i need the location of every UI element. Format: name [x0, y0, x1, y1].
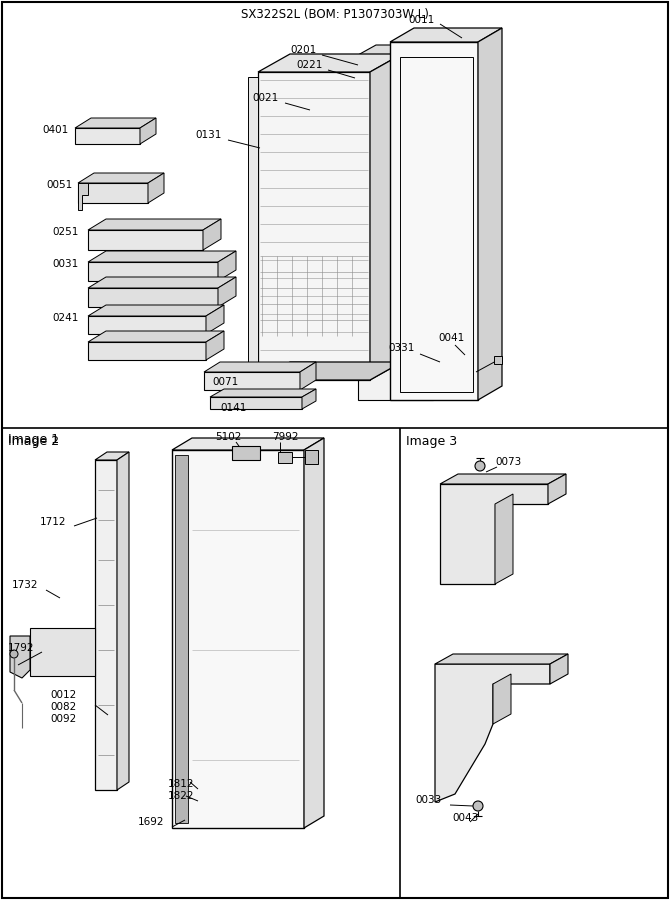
Text: 1732: 1732	[12, 580, 38, 590]
Polygon shape	[117, 452, 129, 790]
Polygon shape	[75, 118, 156, 128]
Polygon shape	[172, 450, 304, 828]
Polygon shape	[278, 452, 292, 463]
Polygon shape	[258, 54, 402, 72]
Polygon shape	[203, 219, 221, 250]
Polygon shape	[88, 219, 221, 230]
Text: 0031: 0031	[52, 259, 78, 269]
Text: Image 2: Image 2	[8, 435, 59, 448]
Text: 5102: 5102	[215, 432, 241, 442]
Polygon shape	[88, 230, 203, 250]
Circle shape	[10, 650, 18, 658]
Text: 0033: 0033	[415, 795, 442, 805]
Polygon shape	[140, 118, 156, 144]
Polygon shape	[75, 128, 140, 144]
Text: 0401: 0401	[42, 125, 68, 135]
Polygon shape	[478, 28, 502, 400]
Text: 0043: 0043	[452, 813, 478, 823]
Text: 0221: 0221	[296, 60, 322, 70]
Polygon shape	[300, 362, 316, 390]
Text: SX322S2L (BOM: P1307303W L): SX322S2L (BOM: P1307303W L)	[241, 8, 429, 21]
Text: 0241: 0241	[52, 313, 78, 323]
Polygon shape	[435, 664, 550, 802]
Polygon shape	[258, 72, 370, 380]
Text: 0071: 0071	[212, 377, 239, 387]
Polygon shape	[302, 389, 316, 409]
Polygon shape	[204, 362, 316, 372]
Polygon shape	[218, 251, 236, 281]
Polygon shape	[210, 397, 302, 409]
Polygon shape	[88, 316, 206, 334]
Polygon shape	[435, 654, 568, 664]
Text: 0051: 0051	[46, 180, 72, 190]
Text: 0131: 0131	[195, 130, 221, 140]
Polygon shape	[88, 305, 224, 316]
Polygon shape	[218, 277, 236, 307]
Text: 0251: 0251	[52, 227, 78, 237]
Text: 0011: 0011	[408, 15, 434, 25]
Polygon shape	[88, 262, 218, 281]
Text: 1812: 1812	[168, 779, 194, 789]
Text: 0041: 0041	[438, 333, 464, 343]
Polygon shape	[494, 356, 502, 364]
Circle shape	[473, 801, 483, 811]
Text: 0331: 0331	[388, 343, 414, 353]
Polygon shape	[370, 54, 402, 380]
Polygon shape	[95, 460, 117, 790]
Polygon shape	[88, 251, 236, 262]
Polygon shape	[88, 342, 206, 360]
Polygon shape	[175, 455, 188, 823]
Polygon shape	[206, 331, 224, 360]
Polygon shape	[440, 484, 548, 584]
Polygon shape	[390, 42, 478, 400]
Polygon shape	[88, 277, 236, 288]
Text: 0021: 0021	[252, 93, 278, 103]
Polygon shape	[493, 674, 511, 724]
Circle shape	[475, 461, 485, 471]
Polygon shape	[10, 636, 30, 678]
Text: 1792: 1792	[8, 643, 34, 653]
Polygon shape	[88, 331, 224, 342]
Polygon shape	[148, 173, 164, 203]
Polygon shape	[210, 389, 316, 397]
Text: 1692: 1692	[138, 817, 165, 827]
Polygon shape	[305, 450, 318, 464]
Text: 1822: 1822	[168, 791, 194, 801]
Text: 0092: 0092	[50, 714, 76, 724]
Polygon shape	[495, 494, 513, 584]
Polygon shape	[78, 173, 164, 183]
Polygon shape	[78, 183, 148, 203]
Text: 0141: 0141	[220, 403, 247, 413]
Polygon shape	[390, 28, 502, 42]
Polygon shape	[78, 183, 88, 210]
Polygon shape	[258, 362, 402, 380]
Polygon shape	[548, 474, 566, 504]
Polygon shape	[172, 438, 324, 450]
Text: 7992: 7992	[272, 432, 299, 442]
Polygon shape	[440, 474, 566, 484]
Polygon shape	[30, 628, 95, 676]
Text: 0082: 0082	[50, 702, 76, 712]
Polygon shape	[88, 288, 218, 307]
Polygon shape	[304, 438, 324, 828]
Polygon shape	[232, 446, 260, 460]
Text: 0073: 0073	[495, 457, 521, 467]
Text: Image 1: Image 1	[8, 433, 59, 446]
Text: 0201: 0201	[290, 45, 316, 55]
Text: 1712: 1712	[40, 517, 66, 527]
Text: 0012: 0012	[50, 690, 76, 700]
Polygon shape	[95, 452, 129, 460]
Polygon shape	[206, 305, 224, 334]
Polygon shape	[204, 372, 300, 390]
Polygon shape	[358, 55, 433, 400]
Polygon shape	[248, 77, 258, 380]
Text: Image 3: Image 3	[406, 435, 457, 448]
Polygon shape	[550, 654, 568, 684]
Polygon shape	[358, 45, 451, 55]
